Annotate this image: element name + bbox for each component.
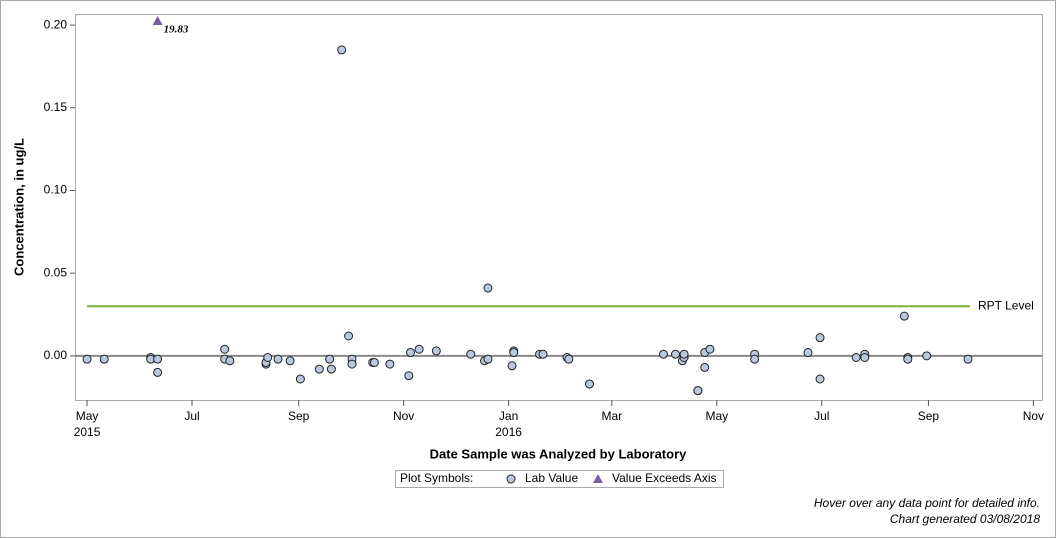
data-point <box>922 351 932 361</box>
x-axis-label: Date Sample was Analyzed by Laboratory <box>430 446 687 461</box>
data-point <box>414 344 424 354</box>
data-point <box>584 379 594 389</box>
data-point <box>220 344 230 354</box>
legend-marker <box>593 474 603 483</box>
data-point <box>82 354 92 364</box>
data-point <box>431 346 441 356</box>
data-point <box>263 352 273 362</box>
x-tick-label: Mar <box>602 409 623 423</box>
x-tick-label: Jul <box>184 409 199 423</box>
y-tick-label: 0.20 <box>44 17 68 31</box>
data-point <box>466 349 476 359</box>
data-point <box>314 364 324 374</box>
data-point <box>326 364 336 374</box>
legend-box <box>395 470 724 488</box>
exceeds-marker <box>152 16 163 25</box>
x-tick-label: Nov <box>1023 409 1044 423</box>
data-point <box>750 354 760 364</box>
data-point <box>963 354 973 364</box>
data-point <box>899 311 909 321</box>
x-tick-label: May <box>705 409 728 423</box>
data-point <box>815 333 825 343</box>
y-tick-label: 0.15 <box>44 100 68 114</box>
legend-label: Lab Value <box>525 471 578 485</box>
x-tick-label: May <box>76 409 99 423</box>
data-point <box>700 362 710 372</box>
reference-label: RPT Level <box>978 298 1034 312</box>
data-point <box>483 354 493 364</box>
plot-area <box>75 14 1043 401</box>
data-point <box>153 354 163 364</box>
data-point <box>671 349 681 359</box>
x-tick-label: Sep <box>918 409 940 423</box>
x-tick-label: Sep <box>288 409 310 423</box>
data-point <box>803 348 813 358</box>
data-point <box>285 356 295 366</box>
legend-title: Plot Symbols: <box>400 471 473 485</box>
data-point <box>851 352 861 362</box>
data-point <box>564 354 574 364</box>
x-tick-label: Jan <box>499 409 518 423</box>
data-point <box>273 354 283 364</box>
footnote: Hover over any data point for detailed i… <box>814 496 1040 510</box>
data-point <box>860 352 870 362</box>
data-point <box>99 354 109 364</box>
y-tick-label: 0.00 <box>44 348 68 362</box>
data-point <box>385 359 395 369</box>
x-tick-label: Nov <box>393 409 414 423</box>
data-point <box>507 361 517 371</box>
y-tick-label: 0.10 <box>44 183 68 197</box>
data-point <box>679 349 689 359</box>
data-point <box>404 371 414 381</box>
data-point <box>225 356 235 366</box>
data-point <box>337 45 347 55</box>
data-point <box>693 386 703 396</box>
data-point <box>153 367 163 377</box>
data-point <box>483 283 493 293</box>
data-point <box>295 374 305 384</box>
data-point <box>658 349 668 359</box>
legend-marker <box>506 474 516 484</box>
data-point <box>325 354 335 364</box>
y-axis-label: Concentration, in ug/L <box>11 138 26 276</box>
x-tick-label: Jul <box>814 409 829 423</box>
data-point <box>815 374 825 384</box>
x-tick-year: 2016 <box>495 425 522 439</box>
data-point <box>344 331 354 341</box>
footnote: Chart generated 03/08/2018 <box>890 512 1040 526</box>
data-point <box>705 344 715 354</box>
data-point <box>347 359 357 369</box>
x-tick-year: 2015 <box>74 425 101 439</box>
data-point <box>369 357 379 367</box>
legend-label: Value Exceeds Axis <box>612 471 717 485</box>
data-point <box>406 348 416 358</box>
data-point <box>509 348 519 358</box>
data-point <box>903 354 913 364</box>
y-tick-label: 0.05 <box>44 265 68 279</box>
data-point <box>538 349 548 359</box>
exceeds-label: 19.83 <box>164 24 189 36</box>
